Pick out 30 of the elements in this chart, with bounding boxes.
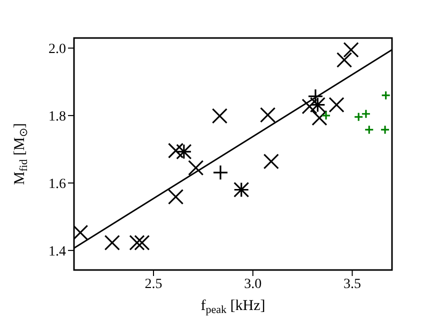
x-tick-label: 3.0 [244, 276, 262, 292]
point [328, 96, 344, 113]
point [380, 124, 390, 135]
point [129, 234, 145, 250]
point [354, 112, 364, 122]
point [134, 234, 150, 250]
y-tick-label: 1.4 [48, 244, 66, 260]
x-tick-label: 3.5 [344, 276, 361, 292]
point [212, 108, 228, 124]
point [74, 224, 88, 240]
point [381, 90, 391, 100]
point [188, 160, 204, 176]
point [168, 142, 184, 158]
point [104, 234, 120, 250]
x-tick-label: 2.5 [144, 276, 162, 292]
y-tick-label: 1.6 [48, 176, 66, 192]
y-tick-label: 1.8 [48, 110, 66, 125]
point [168, 189, 184, 205]
x-axis-title: f$_{peak}$ [kHz] [200, 298, 266, 316]
point [260, 107, 276, 123]
point [302, 98, 318, 114]
point [312, 110, 328, 126]
point [364, 124, 374, 135]
point [212, 164, 228, 180]
point [263, 154, 279, 170]
point [361, 109, 371, 119]
point [336, 52, 352, 68]
point [321, 110, 331, 120]
y-tick-label: 2.0 [48, 42, 66, 58]
point [343, 42, 359, 58]
